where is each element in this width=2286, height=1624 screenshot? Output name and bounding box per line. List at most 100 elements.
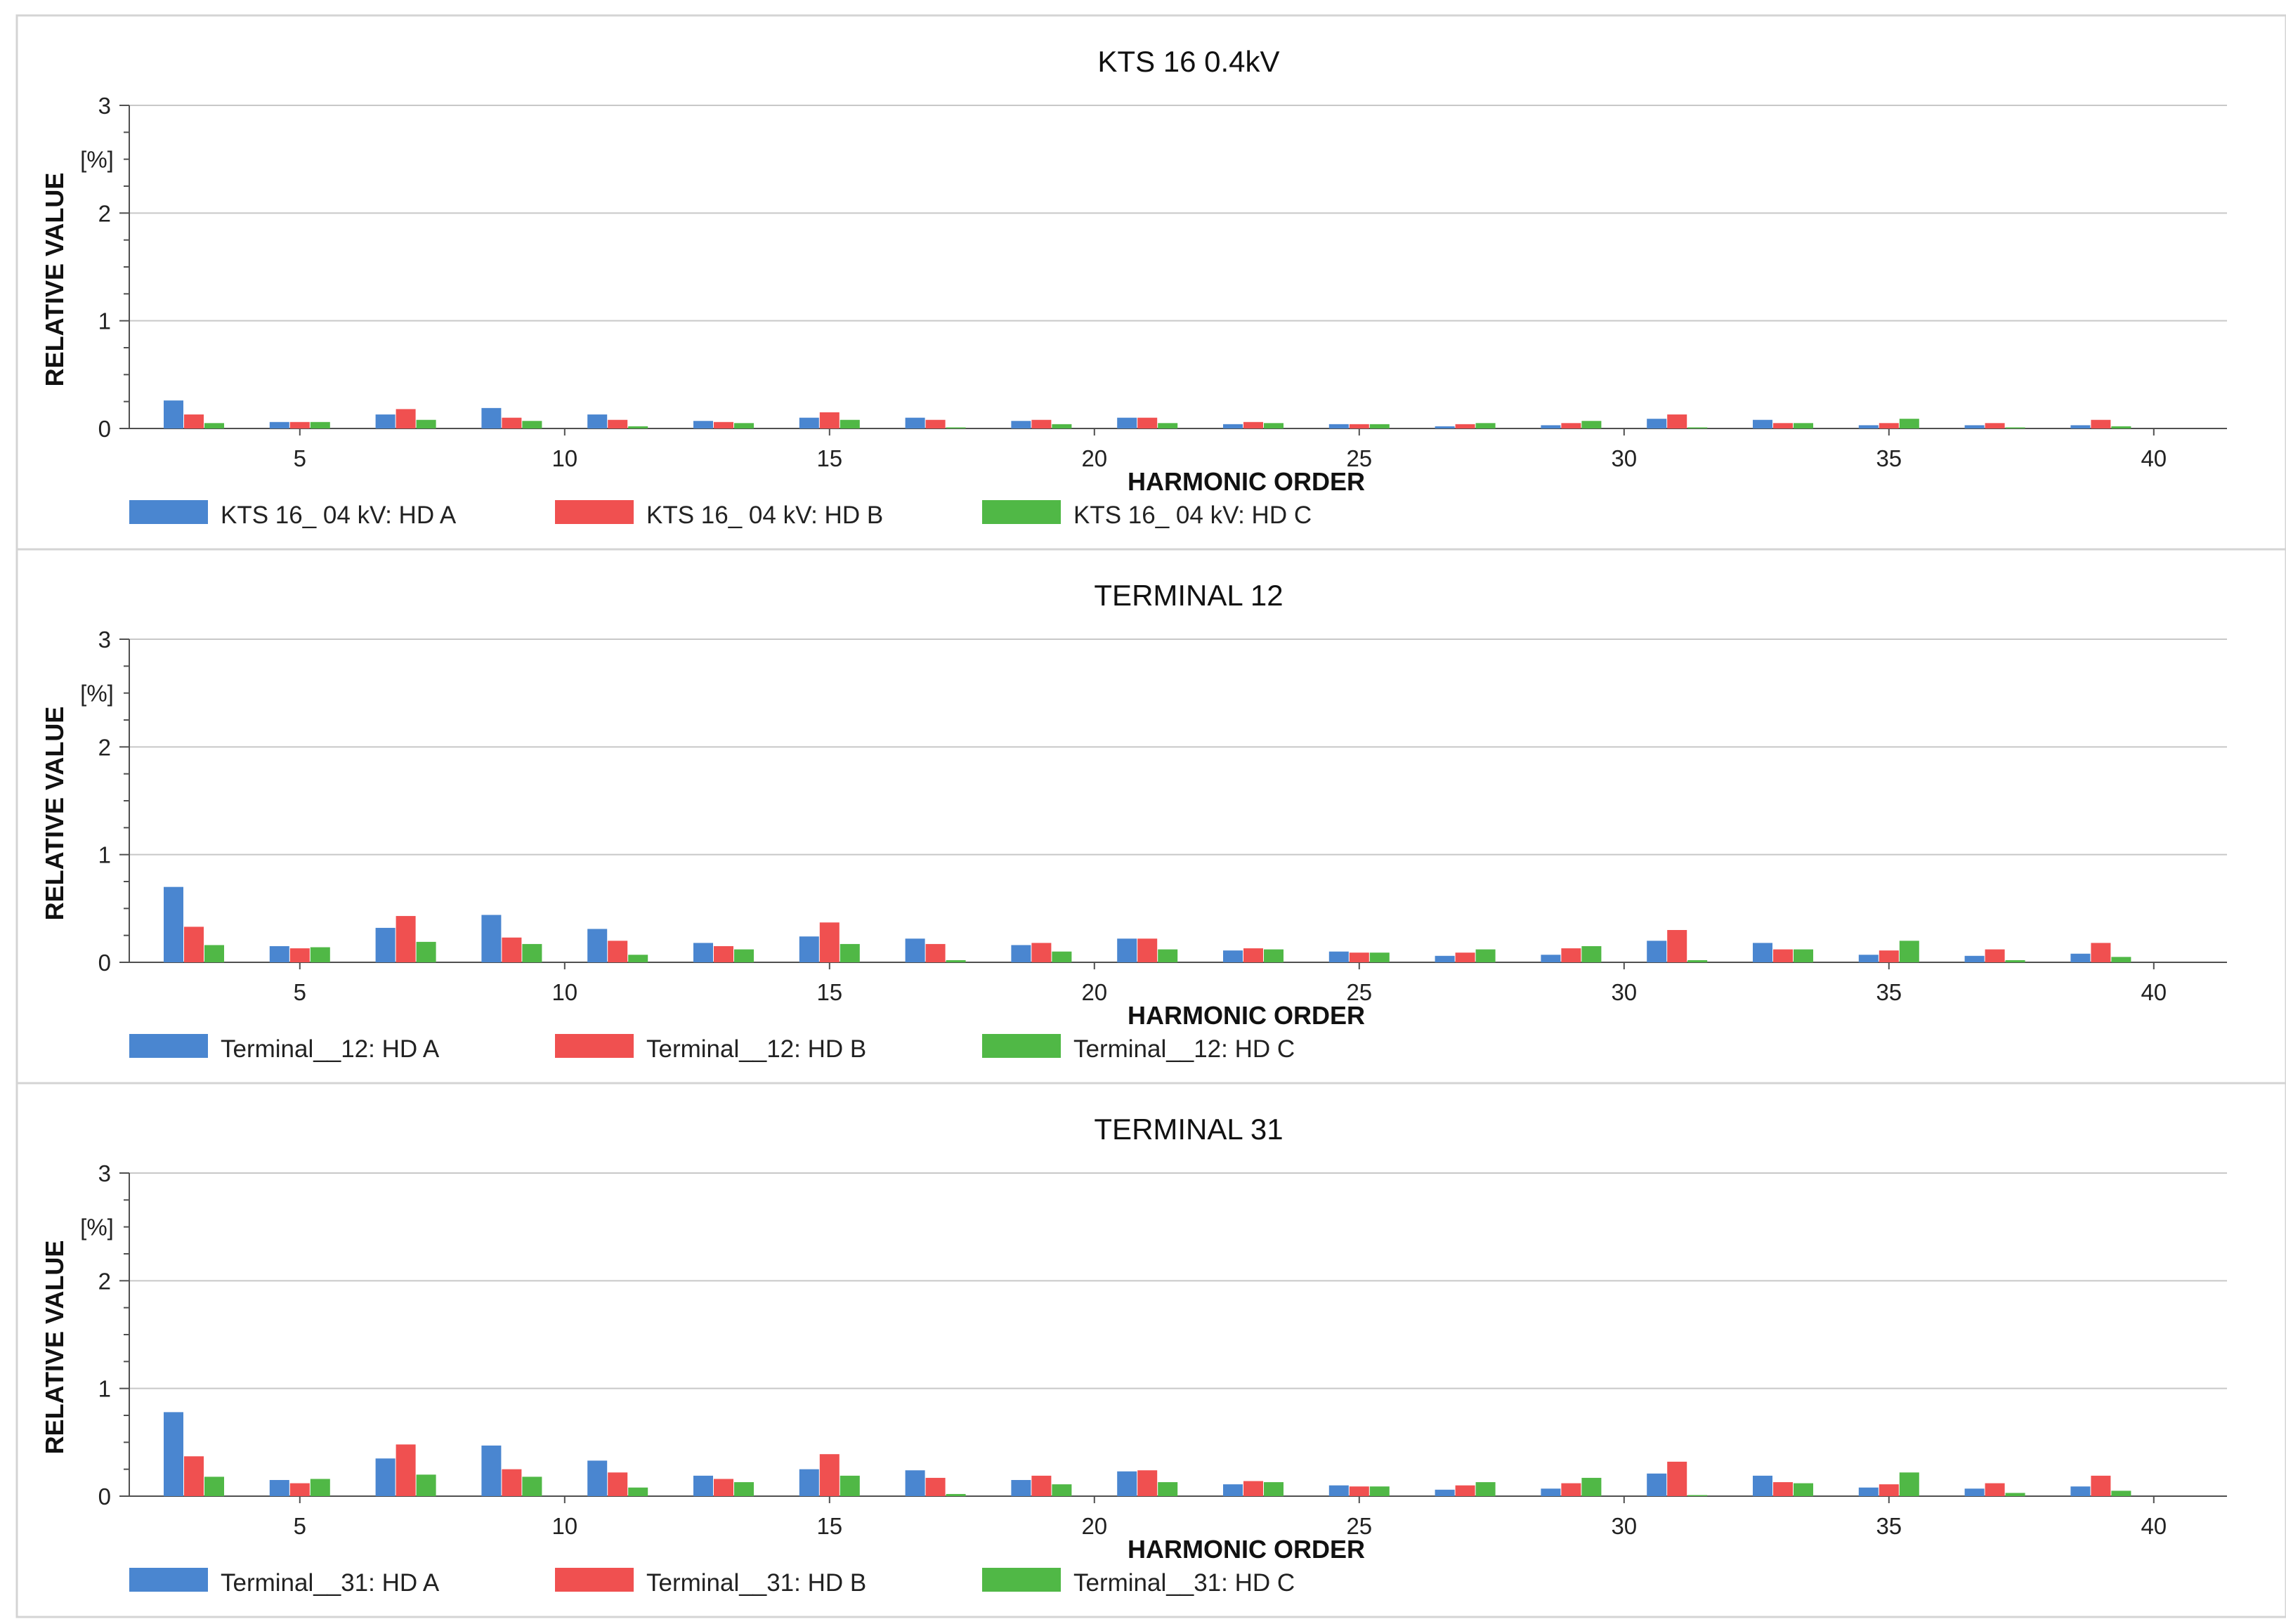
series-3-bars [204, 941, 2131, 962]
bar [1561, 948, 1581, 962]
bar [1369, 952, 1390, 962]
bar [1137, 417, 1158, 428]
legend-label: Terminal__12: HD B [646, 1035, 866, 1063]
y-tick-label: 1 [98, 308, 111, 334]
bar [1773, 1482, 1793, 1496]
bar [1052, 424, 1072, 428]
bar [840, 943, 860, 962]
bar [1985, 949, 2005, 962]
bar [734, 1482, 754, 1496]
x-tick-label: 5 [294, 1513, 306, 1539]
bar [1137, 938, 1158, 962]
bar [1158, 1482, 1178, 1496]
bar [269, 1480, 289, 1496]
chart-title: TERMINAL 31 [1094, 1113, 1283, 1146]
bar [184, 1456, 204, 1496]
legend-swatch [555, 500, 634, 524]
bar [2070, 953, 2091, 962]
bar [1455, 1485, 1475, 1496]
y-tick-label: 2 [98, 200, 111, 226]
x-tick-label: 40 [2141, 979, 2167, 1005]
bar [375, 414, 396, 428]
bar [905, 417, 925, 428]
series-1-bars [164, 886, 2091, 962]
bar [1964, 955, 1985, 962]
bar [1541, 1488, 1561, 1496]
series-2-bars [184, 1444, 2111, 1496]
chart-panel-1: KTS 16 0.4kV 0 1 2 3 RELATIVE VALUE [%] 5 10 15 20… [15, 14, 2286, 551]
bar [164, 886, 183, 962]
bar [502, 417, 522, 428]
bar [204, 423, 224, 428]
x-axis-label: HARMONIC ORDER [1128, 467, 1365, 496]
bar [1581, 946, 1602, 962]
x-tick-label: 10 [551, 1513, 577, 1539]
legend-label: Terminal__31: HD B [646, 1569, 866, 1597]
bar [840, 1475, 860, 1496]
bar [608, 941, 628, 962]
bar [1647, 419, 1667, 428]
bar [1223, 950, 1243, 962]
y-tick-label: 3 [98, 1160, 111, 1186]
bar [1369, 1486, 1390, 1496]
bar [587, 414, 608, 428]
bar [1435, 426, 1455, 428]
x-tick-label: 10 [551, 979, 577, 1005]
bar [1475, 1482, 1496, 1496]
x-axis-label: HARMONIC ORDER [1128, 1001, 1365, 1030]
chart-panel-3: TERMINAL 31 0 1 2 3 RELATIVE VALUE [%] 5 10 15 20 2… [15, 1082, 2286, 1618]
legend-label: Terminal__31: HD A [221, 1569, 440, 1597]
bar [1264, 949, 1284, 962]
chart-title: TERMINAL 12 [1094, 579, 1283, 612]
bar [1561, 423, 1581, 428]
legend-label: KTS 16_ 04 kV: HD B [646, 502, 883, 529]
legend-label: Terminal__12: HD A [221, 1035, 440, 1063]
bar [1794, 949, 1813, 962]
x-tick-label: 35 [1876, 445, 1902, 471]
bar [925, 1477, 946, 1496]
bar [819, 922, 840, 962]
bar [164, 400, 183, 428]
bar [714, 1479, 733, 1496]
x-tick-label: 20 [1081, 445, 1107, 471]
bar [1879, 950, 1899, 962]
bar [1541, 425, 1561, 428]
bar [1475, 423, 1496, 428]
bar [481, 407, 502, 428]
bar [375, 927, 396, 962]
bar [628, 426, 648, 428]
legend-label: Terminal__31: HD C [1073, 1569, 1295, 1597]
bar [587, 1460, 608, 1496]
panel-frame [15, 1082, 2286, 1618]
bar [714, 946, 733, 962]
bar [1264, 423, 1284, 428]
bar [1243, 948, 1263, 962]
chart-title: KTS 16 0.4kV [1097, 45, 1279, 78]
bar [1349, 952, 1369, 962]
bar [608, 419, 628, 428]
bar [1753, 419, 1772, 428]
x-tick-label: 15 [816, 1513, 842, 1539]
bar [1858, 955, 1879, 962]
bar [1753, 1475, 1772, 1496]
legend-label: KTS 16_ 04 kV: HD C [1073, 502, 1312, 529]
bar [819, 1454, 840, 1496]
bar [1435, 1489, 1455, 1496]
bar [416, 1474, 436, 1496]
bar [1435, 955, 1455, 962]
bar [1899, 1472, 1919, 1496]
bar [396, 916, 416, 962]
bar [2005, 1493, 2025, 1496]
bar [1369, 424, 1390, 428]
x-tick-label: 5 [294, 979, 306, 1005]
bar [1581, 421, 1602, 428]
y-tick-label: 3 [98, 627, 111, 653]
bar [1794, 1483, 1813, 1496]
legend-swatch [129, 500, 208, 524]
legend: KTS 16_ 04 kV: HD A KTS 16_ 04 kV: HD B KT… [129, 500, 1312, 529]
bar [1667, 930, 1687, 962]
bar [734, 423, 754, 428]
bar [1667, 414, 1687, 428]
y-tick-label: 1 [98, 842, 111, 868]
